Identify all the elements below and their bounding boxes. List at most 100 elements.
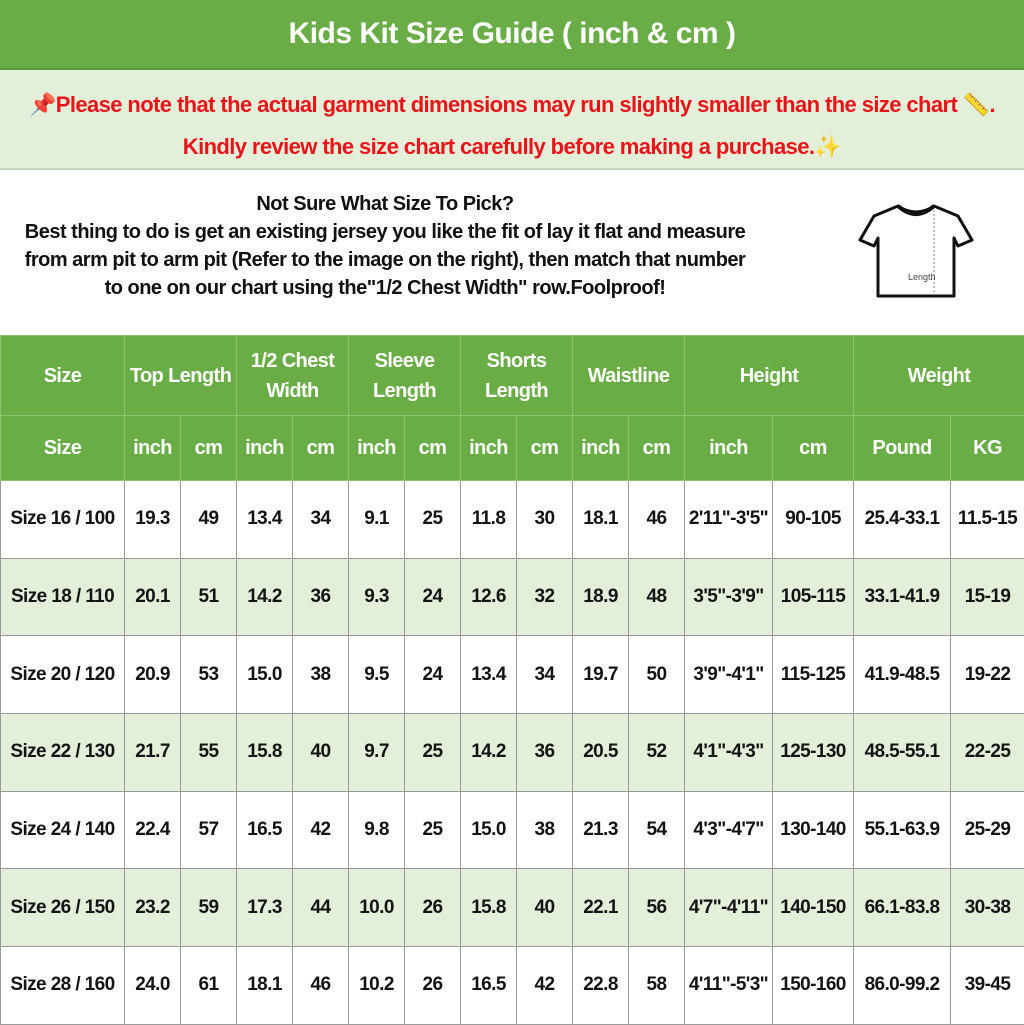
- table-cell: 16.5: [237, 791, 293, 869]
- table-cell: 23.2: [125, 869, 181, 947]
- table-cell: 86.0-99.2: [854, 947, 951, 1025]
- table-cell: 54: [629, 791, 685, 869]
- table-cell: 41.9-48.5: [854, 636, 951, 714]
- table-cell: 55: [181, 714, 237, 792]
- unit-header: inch: [237, 416, 293, 481]
- unit-header: Pound: [854, 416, 951, 481]
- unit-header: inch: [573, 416, 629, 481]
- table-cell: 4'7"-4'11": [685, 869, 773, 947]
- intro-line: Best thing to do is get an existing jers…: [0, 218, 770, 246]
- table-cell: 16.5: [461, 947, 517, 1025]
- table-cell: 22.4: [125, 791, 181, 869]
- size-cell: Size 18 / 110: [1, 558, 125, 636]
- size-cell: Size 22 / 130: [1, 714, 125, 792]
- unit-header: inch: [125, 416, 181, 481]
- table-cell: 24.0: [125, 947, 181, 1025]
- table-cell: 10.2: [349, 947, 405, 1025]
- table-cell: 36: [293, 558, 349, 636]
- tshirt-icon: Length: [858, 200, 974, 300]
- table-cell: 130-140: [773, 791, 854, 869]
- table-cell: 25: [405, 481, 461, 559]
- table-cell: 24: [405, 636, 461, 714]
- table-cell: 38: [293, 636, 349, 714]
- table-cell: 140-150: [773, 869, 854, 947]
- table-cell: 15.0: [461, 791, 517, 869]
- table-cell: 3'9"-4'1": [685, 636, 773, 714]
- column-group-header: Waistline: [573, 336, 685, 416]
- table-cell: 18.9: [573, 558, 629, 636]
- table-cell: 4'1"-4'3": [685, 714, 773, 792]
- table-cell: 24: [405, 558, 461, 636]
- column-group-header: Shorts Length: [461, 336, 573, 416]
- unit-header: cm: [181, 416, 237, 481]
- table-cell: 46: [293, 947, 349, 1025]
- shirt-length-label: Length: [908, 272, 936, 282]
- table-cell: 20.5: [573, 714, 629, 792]
- table-cell: 18.1: [573, 481, 629, 559]
- table-cell: 52: [629, 714, 685, 792]
- table-cell: 34: [293, 481, 349, 559]
- table-cell: 9.3: [349, 558, 405, 636]
- table-cell: 14.2: [461, 714, 517, 792]
- table-cell: 21.7: [125, 714, 181, 792]
- table-cell: 55.1-63.9: [854, 791, 951, 869]
- table-cell: 34: [517, 636, 573, 714]
- table-cell: 15.8: [237, 714, 293, 792]
- table-cell: 25.4-33.1: [854, 481, 951, 559]
- table-cell: 40: [293, 714, 349, 792]
- table-cell: 42: [517, 947, 573, 1025]
- column-group-header: 1/2 Chest Width: [237, 336, 349, 416]
- column-group-header: Height: [685, 336, 854, 416]
- table-cell: 59: [181, 869, 237, 947]
- table-cell: 22.1: [573, 869, 629, 947]
- table-cell: 44: [293, 869, 349, 947]
- sparkle-icon: ✨: [814, 134, 841, 159]
- unit-header: cm: [517, 416, 573, 481]
- table-cell: 36: [517, 714, 573, 792]
- table-cell: 9.7: [349, 714, 405, 792]
- table-cell: 33.1-41.9: [854, 558, 951, 636]
- table-cell: 57: [181, 791, 237, 869]
- intro-line: from arm pit to arm pit (Refer to the im…: [0, 246, 770, 274]
- unit-header: Size: [1, 416, 125, 481]
- table-cell: 10.0: [349, 869, 405, 947]
- table-cell: 49: [181, 481, 237, 559]
- size-cell: Size 28 / 160: [1, 947, 125, 1025]
- table-cell: 9.5: [349, 636, 405, 714]
- table-cell: 21.3: [573, 791, 629, 869]
- table-cell: 11.8: [461, 481, 517, 559]
- table-cell: 25: [405, 791, 461, 869]
- table-cell: 30-38: [951, 869, 1024, 947]
- notice-line-1: Please note that the actual garment dime…: [56, 92, 957, 117]
- notice-line-2: Kindly review the size chart carefully b…: [183, 134, 815, 159]
- table-cell: 38: [517, 791, 573, 869]
- table-cell: 19.3: [125, 481, 181, 559]
- table-cell: 2'11"-3'5": [685, 481, 773, 559]
- table-cell: 22-25: [951, 714, 1024, 792]
- table-cell: 4'11"-5'3": [685, 947, 773, 1025]
- table-cell: 15.8: [461, 869, 517, 947]
- table-cell: 32: [517, 558, 573, 636]
- notice-line-1-end: .: [990, 92, 996, 117]
- table-cell: 46: [629, 481, 685, 559]
- table-cell: 48: [629, 558, 685, 636]
- table-cell: 15.0: [237, 636, 293, 714]
- table-cell: 19.7: [573, 636, 629, 714]
- size-cell: Size 26 / 150: [1, 869, 125, 947]
- table-cell: 30: [517, 481, 573, 559]
- table-cell: 13.4: [461, 636, 517, 714]
- table-cell: 18.1: [237, 947, 293, 1025]
- unit-header: cm: [773, 416, 854, 481]
- ruler-icon: 📏: [963, 92, 990, 117]
- table-cell: 66.1-83.8: [854, 869, 951, 947]
- size-cell: Size 16 / 100: [1, 481, 125, 559]
- unit-header: cm: [293, 416, 349, 481]
- table-cell: 12.6: [461, 558, 517, 636]
